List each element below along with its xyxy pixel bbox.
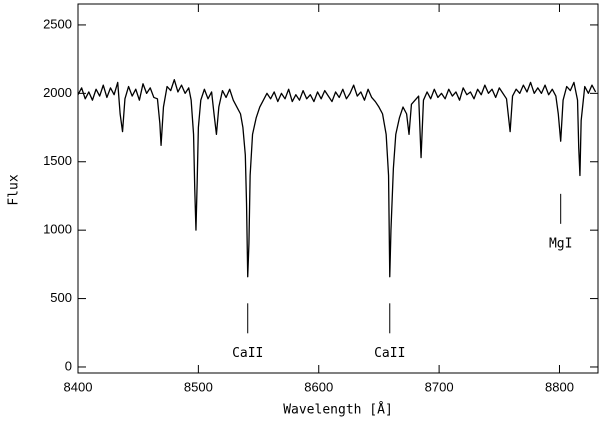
plot-frame: [77, 3, 599, 374]
x-tick-label: 8400: [64, 379, 93, 394]
spectrum-line: [77, 79, 597, 278]
y-tick-label: 2000: [43, 85, 72, 100]
y-tick-label: 0: [65, 358, 72, 373]
y-tick-label: 1000: [43, 222, 72, 237]
x-tick-label: 8800: [545, 379, 574, 394]
x-tick-label: 8500: [184, 379, 213, 394]
annotation-label: CaII: [232, 346, 263, 361]
y-axis-label: Flux: [7, 174, 22, 205]
x-tick-label: 8600: [304, 379, 333, 394]
y-tick-label: 1500: [43, 153, 72, 168]
x-tick-label: 8700: [425, 379, 454, 394]
x-axis-label: Wavelength [Å]: [283, 402, 393, 418]
y-tick-label: 500: [50, 290, 72, 305]
annotation-label: CaII: [374, 346, 405, 361]
annotation-label: MgI: [549, 236, 572, 251]
y-tick-label: 2500: [43, 16, 72, 31]
